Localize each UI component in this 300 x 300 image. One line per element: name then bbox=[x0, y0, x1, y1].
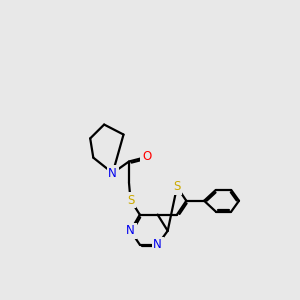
Text: S: S bbox=[127, 194, 134, 206]
Text: O: O bbox=[142, 150, 152, 164]
Text: N: N bbox=[108, 167, 117, 180]
Text: N: N bbox=[153, 238, 162, 251]
Text: S: S bbox=[173, 180, 181, 194]
Text: N: N bbox=[126, 224, 135, 237]
